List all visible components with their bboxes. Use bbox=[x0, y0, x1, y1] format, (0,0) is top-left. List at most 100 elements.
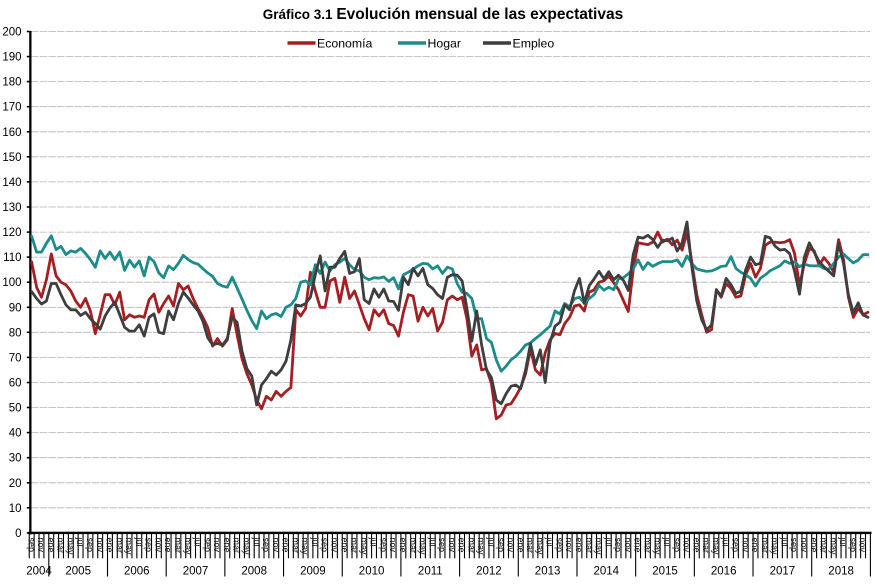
svg-text:ene: ene bbox=[105, 538, 115, 553]
svg-text:jul: jul bbox=[251, 537, 261, 547]
svg-text:ene: ene bbox=[457, 538, 467, 553]
svg-text:0: 0 bbox=[15, 528, 21, 540]
svg-text:ene: ene bbox=[281, 538, 291, 553]
svg-text:70: 70 bbox=[9, 352, 22, 364]
svg-text:may: may bbox=[652, 538, 662, 556]
svg-text:nov: nov bbox=[682, 538, 692, 553]
svg-text:ene: ene bbox=[222, 538, 232, 553]
svg-text:nov: nov bbox=[564, 538, 574, 553]
svg-text:mar: mar bbox=[642, 538, 652, 554]
svg-text:sep: sep bbox=[85, 538, 95, 553]
svg-text:sep: sep bbox=[437, 538, 447, 553]
svg-text:mar: mar bbox=[173, 538, 183, 554]
svg-text:jul: jul bbox=[75, 537, 85, 547]
svg-text:mar: mar bbox=[349, 538, 359, 554]
svg-text:may: may bbox=[476, 538, 486, 556]
svg-text:jul: jul bbox=[838, 537, 848, 547]
svg-text:140: 140 bbox=[2, 177, 21, 189]
svg-text:30: 30 bbox=[9, 453, 22, 465]
svg-text:Hogar: Hogar bbox=[428, 37, 462, 51]
svg-text:jul: jul bbox=[193, 537, 203, 547]
svg-text:mar: mar bbox=[584, 538, 594, 554]
svg-text:jul: jul bbox=[545, 537, 555, 547]
svg-text:may: may bbox=[65, 538, 75, 556]
svg-text:ene: ene bbox=[339, 538, 349, 553]
svg-text:nov: nov bbox=[858, 538, 868, 553]
svg-text:mar: mar bbox=[760, 538, 770, 554]
svg-text:2016: 2016 bbox=[711, 566, 737, 578]
svg-text:50: 50 bbox=[9, 403, 22, 415]
svg-text:sep: sep bbox=[144, 538, 154, 553]
svg-text:2013: 2013 bbox=[535, 566, 561, 578]
svg-text:may: may bbox=[183, 538, 193, 556]
svg-text:may: may bbox=[300, 538, 310, 556]
svg-text:nov: nov bbox=[330, 538, 340, 553]
svg-text:mar: mar bbox=[290, 538, 300, 554]
svg-text:sep: sep bbox=[378, 538, 388, 553]
svg-text:nov: nov bbox=[388, 538, 398, 553]
svg-text:2009: 2009 bbox=[300, 566, 326, 578]
svg-text:100: 100 bbox=[2, 277, 21, 289]
svg-text:2015: 2015 bbox=[652, 566, 678, 578]
svg-text:Empleo: Empleo bbox=[513, 37, 555, 51]
svg-text:jul: jul bbox=[486, 537, 496, 547]
svg-text:120: 120 bbox=[2, 227, 21, 239]
svg-text:nov: nov bbox=[623, 538, 633, 553]
svg-text:sep: sep bbox=[613, 538, 623, 553]
svg-text:may: may bbox=[418, 538, 428, 556]
svg-text:nov: nov bbox=[740, 538, 750, 553]
svg-text:2010: 2010 bbox=[359, 566, 385, 578]
svg-text:mar: mar bbox=[525, 538, 535, 554]
svg-text:ene: ene bbox=[750, 538, 760, 553]
svg-text:may: may bbox=[535, 538, 545, 556]
svg-text:nov: nov bbox=[447, 538, 457, 553]
svg-text:nov: nov bbox=[799, 538, 809, 553]
svg-text:mar: mar bbox=[114, 538, 124, 554]
svg-text:nov: nov bbox=[36, 538, 46, 553]
svg-text:2004: 2004 bbox=[26, 566, 52, 578]
svg-text:2007: 2007 bbox=[183, 566, 209, 578]
svg-text:may: may bbox=[594, 538, 604, 556]
svg-text:nov: nov bbox=[95, 538, 105, 553]
svg-text:jul: jul bbox=[427, 537, 437, 547]
svg-text:ene: ene bbox=[163, 538, 173, 553]
svg-text:20: 20 bbox=[9, 478, 22, 490]
svg-text:2008: 2008 bbox=[241, 566, 267, 578]
svg-text:ene: ene bbox=[574, 538, 584, 553]
svg-text:150: 150 bbox=[2, 152, 21, 164]
svg-text:may: may bbox=[711, 538, 721, 556]
svg-text:sep: sep bbox=[496, 538, 506, 553]
svg-text:sep: sep bbox=[320, 538, 330, 553]
svg-text:2014: 2014 bbox=[594, 566, 620, 578]
svg-text:sep: sep bbox=[202, 538, 212, 553]
svg-text:80: 80 bbox=[9, 327, 22, 339]
svg-text:ene: ene bbox=[515, 538, 525, 553]
svg-text:sep: sep bbox=[848, 538, 858, 553]
svg-text:190: 190 bbox=[2, 52, 21, 64]
svg-text:jul: jul bbox=[310, 537, 320, 547]
svg-text:may: may bbox=[124, 538, 134, 556]
svg-text:mar: mar bbox=[232, 538, 242, 554]
svg-text:jul: jul bbox=[603, 537, 613, 547]
svg-text:may: may bbox=[359, 538, 369, 556]
svg-text:may: may bbox=[241, 538, 251, 556]
svg-text:110: 110 bbox=[3, 252, 21, 264]
svg-text:2005: 2005 bbox=[65, 566, 91, 578]
svg-text:may: may bbox=[828, 538, 838, 556]
svg-text:10: 10 bbox=[9, 503, 22, 515]
svg-text:jul: jul bbox=[134, 537, 144, 547]
svg-text:60: 60 bbox=[9, 378, 22, 390]
svg-text:ene: ene bbox=[398, 538, 408, 553]
svg-text:sep: sep bbox=[672, 538, 682, 553]
svg-text:jul: jul bbox=[779, 537, 789, 547]
svg-text:ene: ene bbox=[809, 538, 819, 553]
svg-text:mar: mar bbox=[408, 538, 418, 554]
svg-text:90: 90 bbox=[9, 302, 22, 314]
svg-text:jul: jul bbox=[721, 537, 731, 547]
svg-text:mar: mar bbox=[819, 538, 829, 554]
svg-text:ene: ene bbox=[46, 538, 56, 553]
svg-text:130: 130 bbox=[2, 202, 21, 214]
svg-text:2012: 2012 bbox=[476, 566, 502, 578]
svg-text:Gráfico 3.1 Evolución mensual: Gráfico 3.1 Evolución mensual de las exp… bbox=[263, 6, 623, 23]
svg-text:200: 200 bbox=[2, 27, 21, 39]
